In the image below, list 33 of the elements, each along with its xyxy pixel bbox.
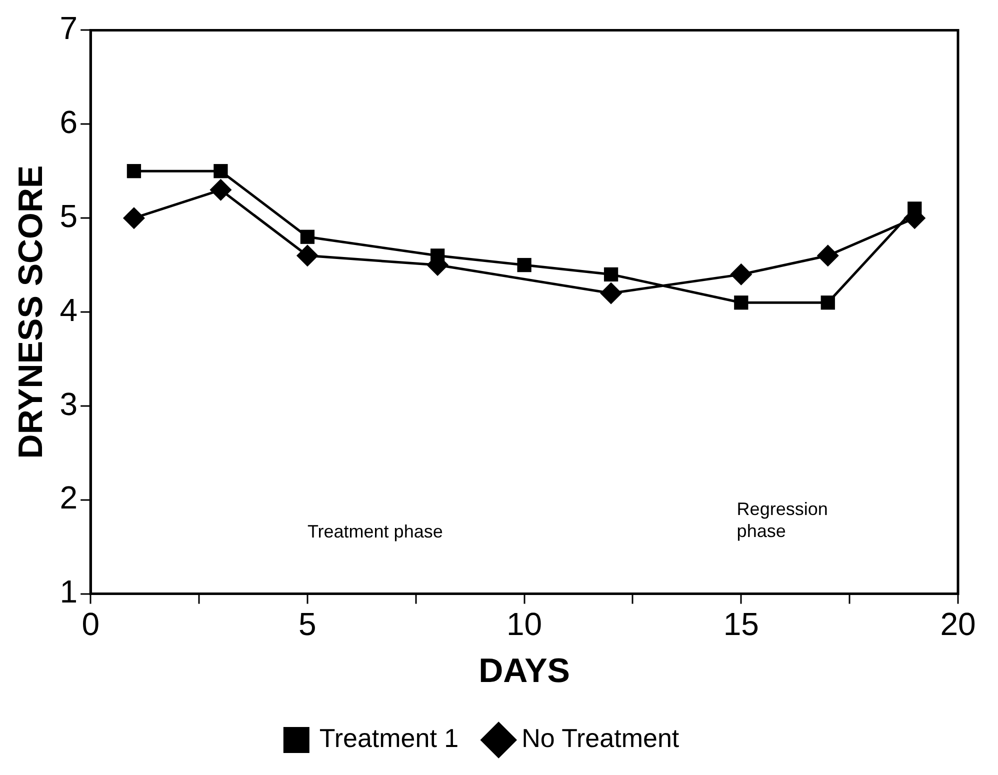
- point: [210, 178, 232, 201]
- point: [296, 244, 318, 267]
- point: [126, 164, 142, 178]
- point: [517, 258, 532, 272]
- y-tick-label: 2: [60, 480, 78, 516]
- annotation: Treatment phase: [307, 521, 443, 542]
- point: [600, 282, 622, 304]
- legend-label: Treatment 1: [319, 723, 459, 754]
- point: [908, 202, 922, 216]
- point: [816, 244, 839, 267]
- point: [820, 296, 835, 310]
- x-tick-label: 15: [723, 606, 759, 642]
- point: [604, 267, 618, 282]
- x-tick-label: 10: [506, 606, 542, 642]
- y-tick-label: 1: [60, 574, 78, 610]
- y-tick-label: 4: [60, 292, 78, 328]
- point: [122, 207, 145, 230]
- point: [214, 164, 228, 178]
- point: [300, 230, 315, 244]
- y-axis-title: DRYNESS SCORE: [12, 165, 50, 459]
- annotation: Regression phase: [736, 498, 828, 541]
- x-tick-label: 0: [82, 606, 100, 642]
- x-axis-title: DAYS: [478, 652, 570, 690]
- point: [734, 296, 748, 310]
- point: [430, 248, 445, 263]
- y-tick-label: 6: [60, 104, 78, 140]
- x-tick-label: 20: [940, 606, 976, 642]
- x-tick-label: 5: [298, 606, 316, 642]
- y-tick-label: 5: [60, 198, 78, 234]
- y-tick-label: 7: [60, 10, 78, 46]
- y-tick-label: 3: [60, 386, 78, 422]
- point: [730, 263, 752, 286]
- legend-label: No Treatment: [522, 723, 680, 754]
